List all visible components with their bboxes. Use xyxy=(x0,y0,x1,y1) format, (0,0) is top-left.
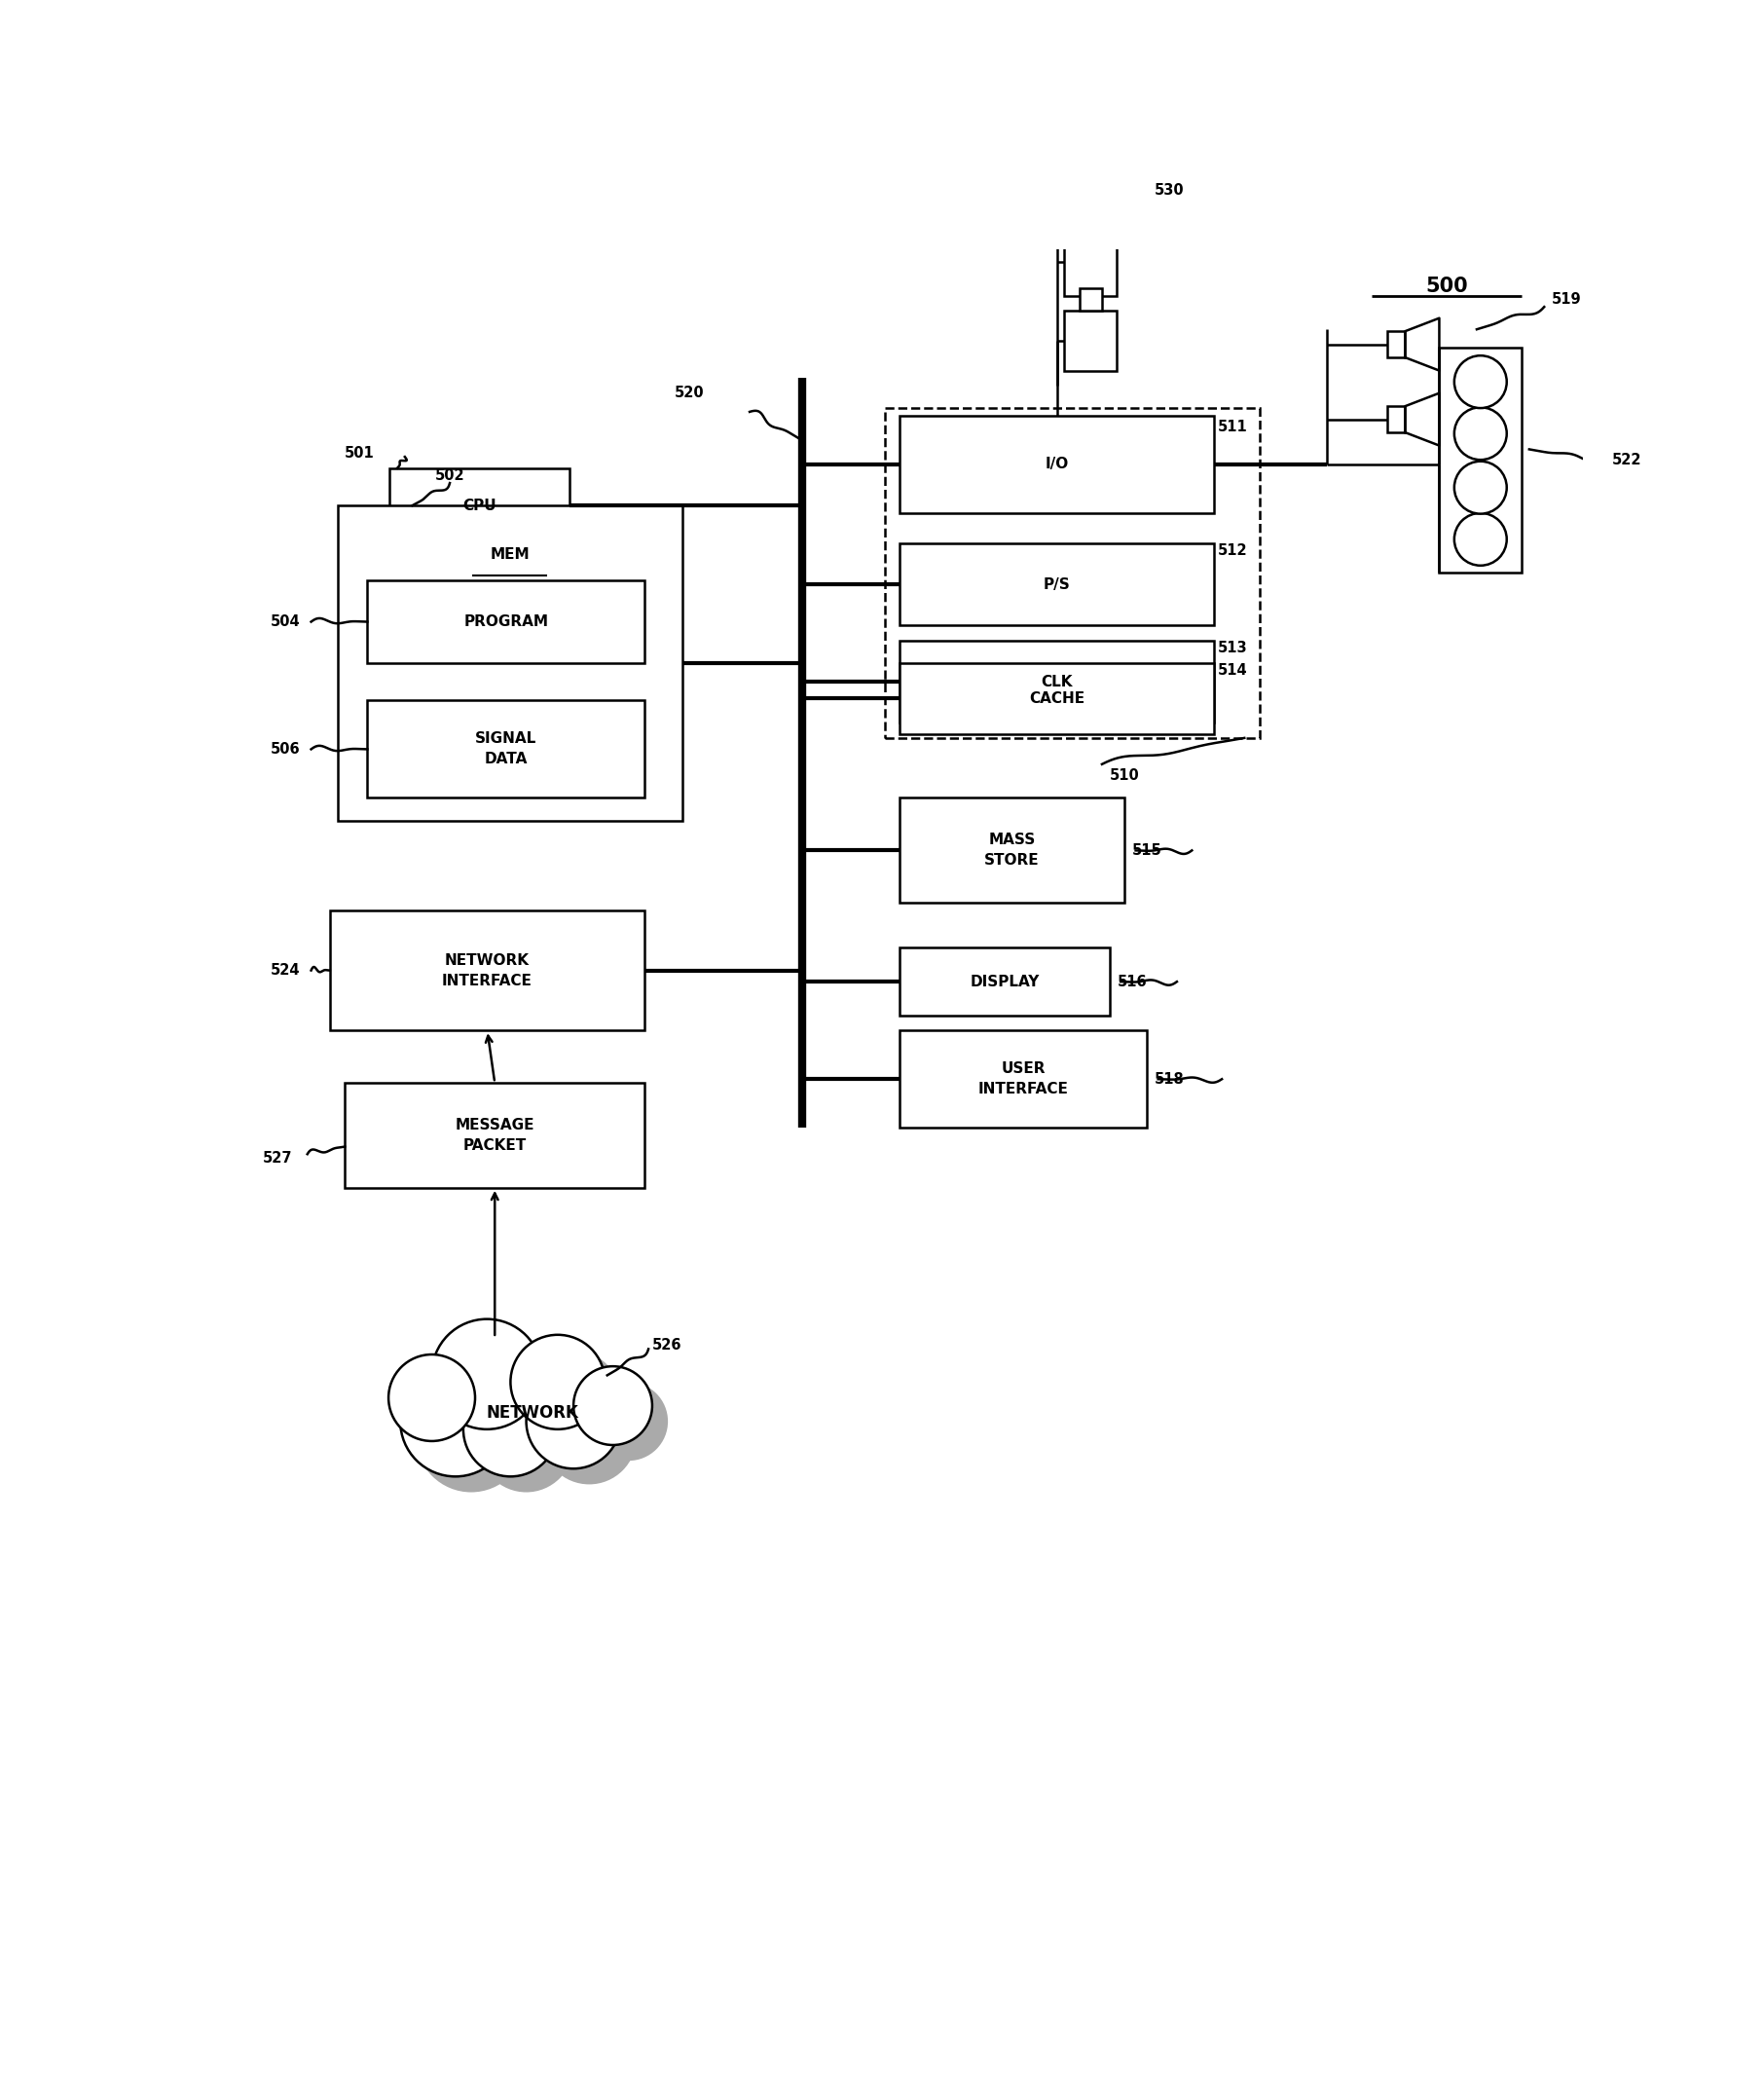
Bar xyxy=(390,467,570,544)
Text: I/O: I/O xyxy=(1044,457,1069,471)
Bar xyxy=(900,641,1214,722)
Bar xyxy=(1387,332,1406,357)
Circle shape xyxy=(448,1335,557,1445)
Text: SIGNAL
DATA: SIGNAL DATA xyxy=(475,731,536,766)
Bar xyxy=(330,911,644,1030)
Circle shape xyxy=(416,1383,526,1493)
Text: DISPLAY: DISPLAY xyxy=(970,974,1039,988)
Text: 510: 510 xyxy=(1110,768,1140,783)
Text: CLK: CLK xyxy=(1041,675,1073,689)
Bar xyxy=(900,1030,1147,1127)
Circle shape xyxy=(510,1335,605,1428)
Text: 511: 511 xyxy=(1219,419,1249,434)
Circle shape xyxy=(400,1366,510,1476)
Text: 501: 501 xyxy=(346,446,374,461)
Text: PROGRAM: PROGRAM xyxy=(464,614,549,629)
Text: NETWORK
INTERFACE: NETWORK INTERFACE xyxy=(443,953,533,988)
Bar xyxy=(900,662,1214,735)
Circle shape xyxy=(1454,461,1506,513)
Text: 520: 520 xyxy=(674,386,704,401)
Circle shape xyxy=(542,1391,637,1484)
Circle shape xyxy=(464,1383,557,1476)
Circle shape xyxy=(1454,513,1506,565)
Circle shape xyxy=(1454,407,1506,459)
Circle shape xyxy=(432,1318,542,1428)
Text: 530: 530 xyxy=(1154,183,1184,197)
Text: MASS
STORE: MASS STORE xyxy=(984,832,1039,868)
Bar xyxy=(1064,311,1117,372)
Bar xyxy=(884,409,1259,737)
Bar xyxy=(900,949,1110,1015)
Text: NETWORK: NETWORK xyxy=(487,1403,579,1422)
Text: 504: 504 xyxy=(270,614,300,629)
Text: MESSAGE
PACKET: MESSAGE PACKET xyxy=(455,1117,534,1152)
Text: 515: 515 xyxy=(1132,843,1162,857)
Text: 516: 516 xyxy=(1117,974,1147,988)
Bar xyxy=(1387,407,1406,432)
Bar xyxy=(1439,349,1522,573)
Circle shape xyxy=(1454,355,1506,409)
Bar xyxy=(1080,289,1102,311)
Text: CACHE: CACHE xyxy=(1028,691,1085,706)
Circle shape xyxy=(388,1354,475,1441)
Text: MEM: MEM xyxy=(490,546,529,563)
Text: 514: 514 xyxy=(1219,662,1247,677)
Text: 522: 522 xyxy=(1612,453,1641,467)
Bar xyxy=(900,797,1124,903)
Text: 518: 518 xyxy=(1154,1071,1184,1086)
Circle shape xyxy=(480,1397,573,1493)
Bar xyxy=(1080,206,1102,228)
Circle shape xyxy=(526,1374,621,1468)
Text: 524: 524 xyxy=(270,963,300,978)
Text: 506: 506 xyxy=(270,741,300,756)
Text: 512: 512 xyxy=(1219,544,1247,558)
Bar xyxy=(367,581,644,662)
Circle shape xyxy=(526,1351,621,1445)
Text: P/S: P/S xyxy=(1044,577,1071,592)
Bar xyxy=(900,544,1214,625)
Bar xyxy=(344,1084,644,1187)
Circle shape xyxy=(573,1366,653,1445)
Bar xyxy=(337,507,683,820)
Circle shape xyxy=(589,1383,669,1462)
Text: 527: 527 xyxy=(263,1150,293,1165)
Text: 519: 519 xyxy=(1552,293,1582,307)
Bar xyxy=(900,415,1214,513)
Text: CPU: CPU xyxy=(462,498,497,513)
Text: USER
INTERFACE: USER INTERFACE xyxy=(977,1061,1069,1096)
Bar xyxy=(367,700,644,797)
Circle shape xyxy=(404,1370,490,1457)
Text: 513: 513 xyxy=(1219,641,1247,656)
Text: 502: 502 xyxy=(434,469,464,484)
Text: 500: 500 xyxy=(1425,276,1468,297)
Bar xyxy=(1064,228,1117,295)
Text: 526: 526 xyxy=(653,1339,683,1354)
